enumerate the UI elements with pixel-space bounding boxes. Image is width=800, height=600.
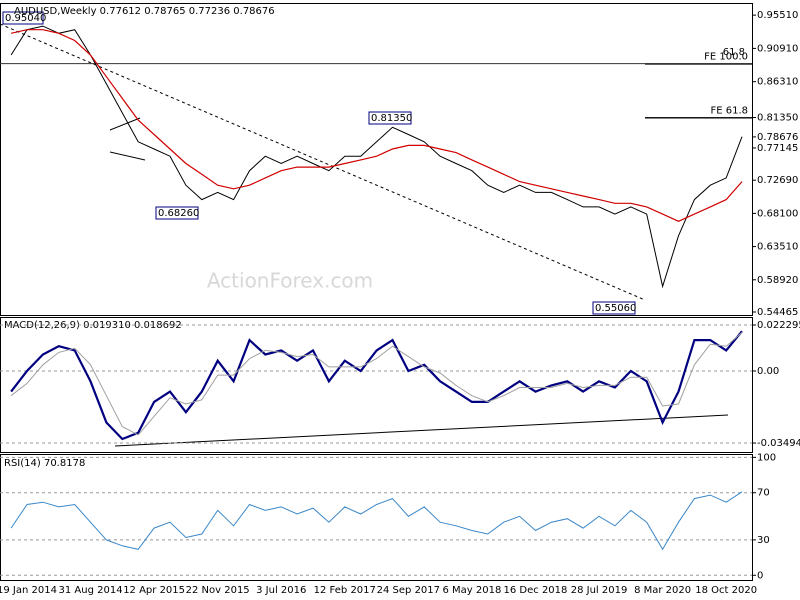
rsi-panel: [0, 454, 753, 581]
chart-title: RSI(14) 70.8178: [4, 458, 85, 469]
y-tick-label: 0: [757, 570, 763, 581]
y-tick-label: 0.77145: [757, 143, 798, 154]
y-tick-label: -0.034948: [757, 438, 800, 449]
y-tick-label: 30: [757, 535, 770, 546]
series-line: [10, 29, 743, 222]
series-line: [10, 491, 743, 551]
x-tick-label: 12 Apr 2015: [123, 585, 185, 596]
annotation-box: [592, 301, 636, 315]
pattern-line: [109, 117, 141, 131]
y-tick-label: 0.54465: [757, 307, 798, 318]
x-tick-label: 16 Dec 2018: [504, 585, 568, 596]
y-tick-label: 0.00: [757, 366, 779, 377]
y-tick-label: 0.58920: [757, 275, 798, 286]
annotation-box: [155, 206, 199, 220]
macd-trend-line: [114, 414, 729, 447]
level-label: FE 61.8: [710, 106, 748, 117]
x-tick-label: 19 Jan 2014: [0, 585, 57, 596]
x-tick-label: 8 Mar 2020: [634, 585, 691, 596]
y-tick-label: 0.63510: [757, 242, 798, 253]
x-tick-label: 22 Nov 2015: [186, 585, 250, 596]
level-label: FE 100.0: [704, 52, 748, 63]
x-tick-label: 12 Feb 2017: [314, 585, 376, 596]
y-tick-label: 0.78676: [757, 132, 798, 143]
x-tick-label: 18 Oct 2020: [695, 585, 757, 596]
annotation: 0.81350: [371, 113, 412, 124]
pattern-line: [109, 151, 146, 161]
annotation-box: [2, 11, 44, 25]
annotation: 0.68260: [158, 208, 199, 219]
annotation: 61.8: [723, 47, 745, 58]
y-tick-label: 0.022295: [757, 320, 800, 331]
price-panel: [0, 3, 753, 316]
y-tick-label: 0.81350: [757, 113, 798, 124]
x-tick-label: 24 Sep 2017: [377, 585, 440, 596]
chart-title: AUDUSD,Weekly 0.77612 0.78765 0.77236 0.…: [14, 6, 275, 17]
annotation-box: [368, 111, 412, 125]
y-tick-label: 0.90910: [757, 43, 798, 54]
x-tick-label: 28 Jul 2019: [571, 585, 628, 596]
series-line: [10, 330, 743, 441]
annotation: 0.95040: [5, 13, 46, 24]
series-line: [10, 332, 743, 436]
y-tick-label: 0.95510: [757, 10, 798, 21]
trend-line: [0, 23, 646, 301]
x-tick-label: 31 Aug 2014: [59, 585, 123, 596]
series-line: [10, 25, 743, 289]
y-tick-label: 0.72690: [757, 175, 798, 186]
macd-panel: [0, 317, 753, 453]
annotation: 0.55060: [595, 303, 636, 314]
watermark: ActionForex.com: [207, 269, 373, 293]
x-tick-label: 3 Jul 2016: [256, 585, 306, 596]
x-tick-label: 6 May 2018: [442, 585, 501, 596]
y-tick-label: 0.86310: [757, 77, 798, 88]
y-tick-label: 100: [757, 452, 776, 463]
y-tick-label: 70: [757, 488, 770, 499]
y-tick-label: 0.68100: [757, 208, 798, 219]
